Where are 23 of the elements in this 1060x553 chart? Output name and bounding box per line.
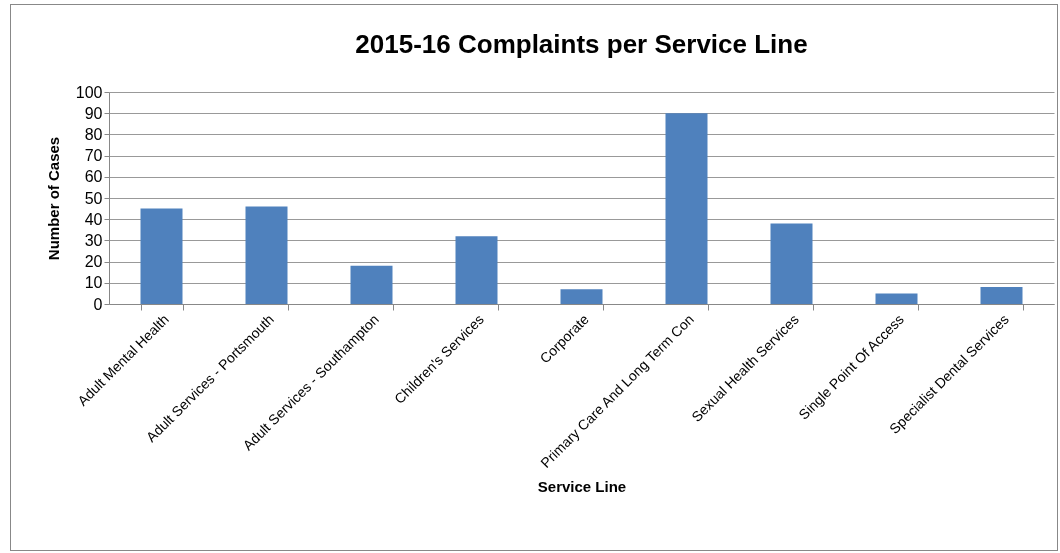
y-axis-title: Number of Cases — [44, 136, 62, 261]
bar — [140, 208, 183, 304]
bar — [665, 113, 708, 304]
chart-title: 2015-16 Complaints per Service Line — [355, 29, 808, 59]
bar — [875, 293, 918, 304]
y-tick-label: 30 — [84, 231, 103, 249]
y-tick-label: 50 — [84, 189, 103, 207]
y-tick-label: 40 — [84, 210, 103, 228]
bar — [560, 289, 603, 304]
bar — [350, 265, 393, 304]
x-axis-title: Service Line — [537, 477, 627, 495]
y-tick-label: 90 — [84, 104, 103, 122]
y-tick-label: 60 — [84, 168, 103, 186]
y-tick-label: 70 — [84, 147, 103, 165]
bar — [455, 236, 498, 304]
y-tick-label: 0 — [93, 295, 103, 313]
bar — [770, 223, 813, 304]
bar — [980, 287, 1023, 304]
y-tick-label: 100 — [75, 83, 103, 101]
y-tick-label: 10 — [84, 274, 103, 292]
y-tick-label: 20 — [84, 253, 103, 271]
bar — [245, 206, 288, 304]
y-tick-label: 80 — [84, 125, 103, 143]
